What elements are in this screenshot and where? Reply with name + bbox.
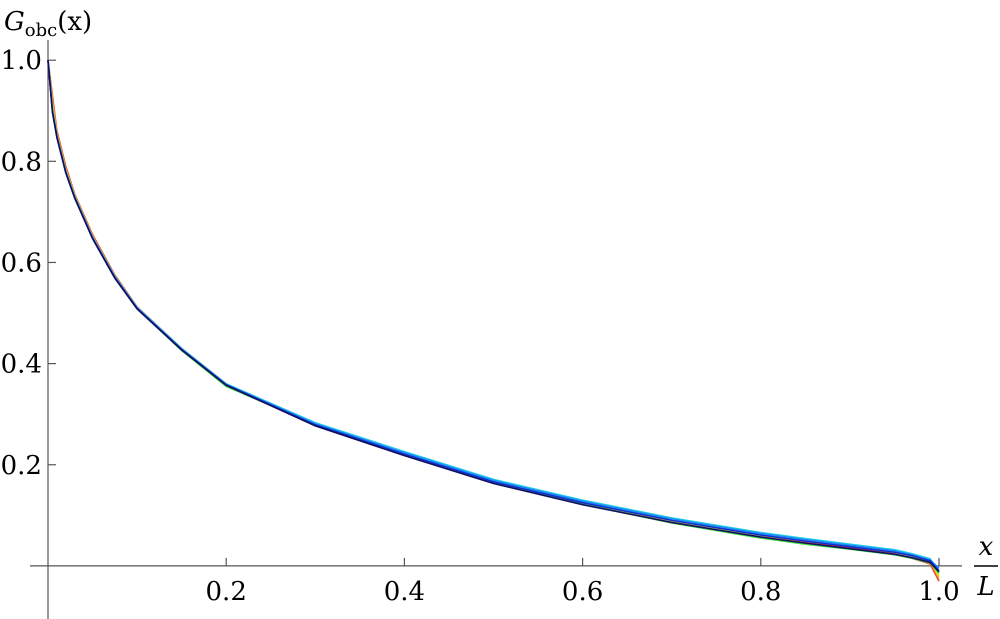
y-axis-label: Gobc(x) — [4, 7, 92, 41]
x-label-numerator: x — [979, 532, 994, 562]
series-line — [47, 60, 940, 570]
y-tick-label: 0.2 — [1, 451, 42, 481]
series-line — [47, 60, 940, 573]
y-tick-label: 0.8 — [1, 147, 42, 177]
y-tick-label: 0.4 — [1, 350, 42, 380]
y-tick-label: 0.6 — [1, 248, 42, 278]
series-line — [47, 60, 940, 577]
series-line — [47, 60, 940, 572]
series-line — [47, 60, 940, 572]
y-label-main: G — [4, 7, 25, 37]
x-label-denominator: L — [976, 572, 994, 602]
x-tick-label: 0.6 — [562, 577, 603, 607]
series-line — [47, 60, 940, 579]
y-label-arg: (x) — [57, 7, 92, 37]
y-label-sub: obc — [25, 20, 57, 41]
y-tick-label: 1.0 — [1, 46, 42, 76]
series-line — [47, 60, 940, 575]
x-tick-label: 0.2 — [206, 577, 247, 607]
series-line — [47, 60, 940, 582]
x-tick-label: 0.4 — [384, 577, 425, 607]
x-tick-label: 0.8 — [740, 577, 781, 607]
x-tick-label: 1.0 — [918, 577, 959, 607]
